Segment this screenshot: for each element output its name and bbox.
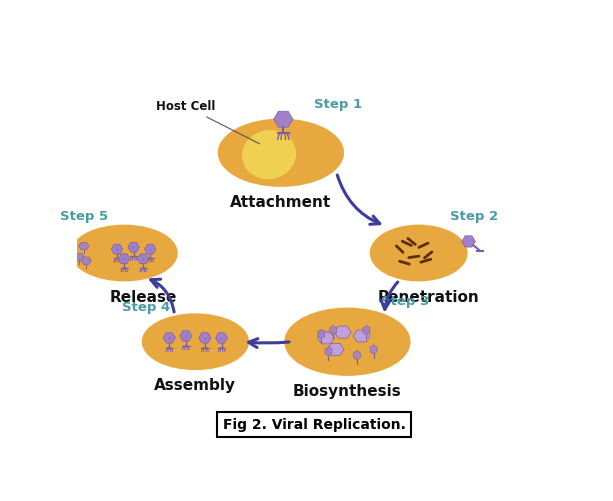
Polygon shape [137, 254, 149, 264]
Text: Step 4: Step 4 [122, 301, 170, 314]
Ellipse shape [143, 315, 248, 369]
Polygon shape [334, 326, 351, 338]
Polygon shape [462, 236, 475, 247]
Text: ε: ε [203, 336, 207, 341]
Polygon shape [325, 347, 332, 356]
Ellipse shape [286, 309, 409, 375]
Polygon shape [78, 242, 89, 249]
Text: ε: ε [167, 336, 171, 341]
Polygon shape [354, 351, 360, 360]
Polygon shape [330, 326, 337, 335]
Text: Step 3: Step 3 [381, 295, 429, 308]
Polygon shape [163, 333, 175, 343]
Text: Assembly: Assembly [154, 378, 237, 393]
Polygon shape [216, 333, 227, 343]
Text: Penetration: Penetration [378, 290, 479, 305]
Polygon shape [180, 331, 192, 341]
Ellipse shape [243, 131, 295, 178]
Text: ε: ε [142, 257, 145, 262]
Polygon shape [199, 333, 211, 343]
Ellipse shape [219, 120, 343, 185]
Polygon shape [112, 244, 123, 254]
Text: ε: ε [220, 336, 223, 341]
Ellipse shape [40, 238, 75, 260]
Polygon shape [145, 244, 156, 254]
Text: Release: Release [110, 290, 177, 305]
Ellipse shape [371, 226, 466, 280]
Polygon shape [353, 330, 370, 342]
Text: Step 5: Step 5 [60, 210, 108, 223]
Polygon shape [318, 329, 325, 339]
Text: Fig 2. Viral Replication.: Fig 2. Viral Replication. [223, 418, 406, 432]
Text: ε: ε [184, 334, 188, 339]
Text: Biosynthesis: Biosynthesis [293, 384, 402, 399]
Polygon shape [81, 257, 91, 265]
Polygon shape [370, 345, 377, 354]
Text: ε: ε [132, 245, 135, 250]
Polygon shape [128, 242, 139, 252]
Polygon shape [327, 343, 344, 356]
Text: ε: ε [148, 247, 152, 252]
Ellipse shape [47, 244, 73, 259]
Polygon shape [74, 253, 84, 261]
Polygon shape [318, 332, 335, 344]
Text: Step 2: Step 2 [449, 210, 498, 223]
Polygon shape [273, 111, 293, 127]
Text: ε: ε [123, 257, 126, 262]
Ellipse shape [72, 226, 177, 280]
Text: Host Cell: Host Cell [156, 100, 259, 144]
Text: ε: ε [115, 247, 119, 252]
Text: Step 1: Step 1 [314, 98, 362, 111]
Polygon shape [363, 326, 370, 335]
Polygon shape [118, 254, 130, 264]
Text: Attachment: Attachment [230, 195, 332, 210]
